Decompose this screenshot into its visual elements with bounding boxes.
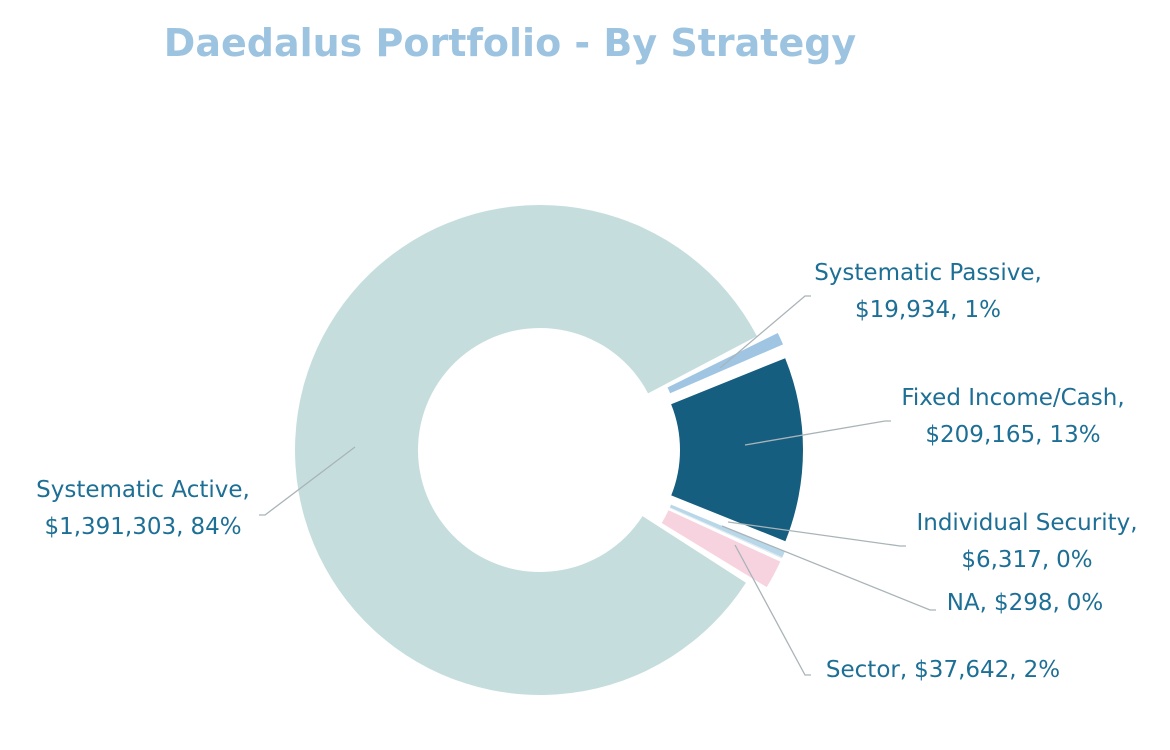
donut-slice — [671, 358, 803, 542]
leader-line — [721, 525, 936, 611]
label-category: Sector, — [826, 657, 907, 683]
label-value: $19,934, — [855, 297, 957, 323]
leader-line — [744, 420, 891, 446]
label-share: 13% — [1049, 422, 1100, 448]
data-label: Systematic Active, $1,391,303, 84% — [36, 477, 250, 540]
label-value: $1,391,303, — [44, 514, 183, 540]
leader-line — [734, 544, 811, 676]
label-category: Systematic Passive, — [814, 260, 1042, 286]
label-category: Systematic Active, — [36, 477, 250, 503]
donut-slice — [669, 504, 785, 558]
data-label: Sector, $37,642, 2% — [826, 657, 1060, 683]
donut-slice — [661, 510, 781, 588]
data-label: Fixed Income/Cash, $209,165, 13% — [901, 385, 1124, 448]
data-label: NA, $298, 0% — [947, 590, 1104, 616]
data-label: Systematic Passive, $19,934, 1% — [814, 260, 1042, 323]
donut-slice — [669, 507, 783, 559]
leader-line — [719, 295, 811, 369]
leader-line — [259, 446, 356, 516]
label-share: 0% — [1056, 547, 1093, 573]
leader-line — [727, 521, 906, 547]
label-category: NA, — [947, 590, 987, 616]
label-value: $37,642, — [914, 657, 1016, 683]
label-value: $298, — [994, 590, 1060, 616]
donut-slice — [295, 204, 757, 696]
label-category: Fixed Income/Cash, — [901, 385, 1124, 411]
label-share: 84% — [190, 514, 241, 540]
label-share: 1% — [964, 297, 1001, 323]
label-share: 0% — [1067, 590, 1104, 616]
chart-title: Daedalus Portfolio - By Strategy — [164, 21, 857, 65]
label-value: $209,165, — [925, 422, 1042, 448]
data-label: Individual Security, $6,317, 0% — [916, 510, 1137, 573]
label-share: 2% — [1024, 657, 1061, 683]
label-category: Individual Security, — [916, 510, 1137, 536]
label-value: $6,317, — [961, 547, 1049, 573]
